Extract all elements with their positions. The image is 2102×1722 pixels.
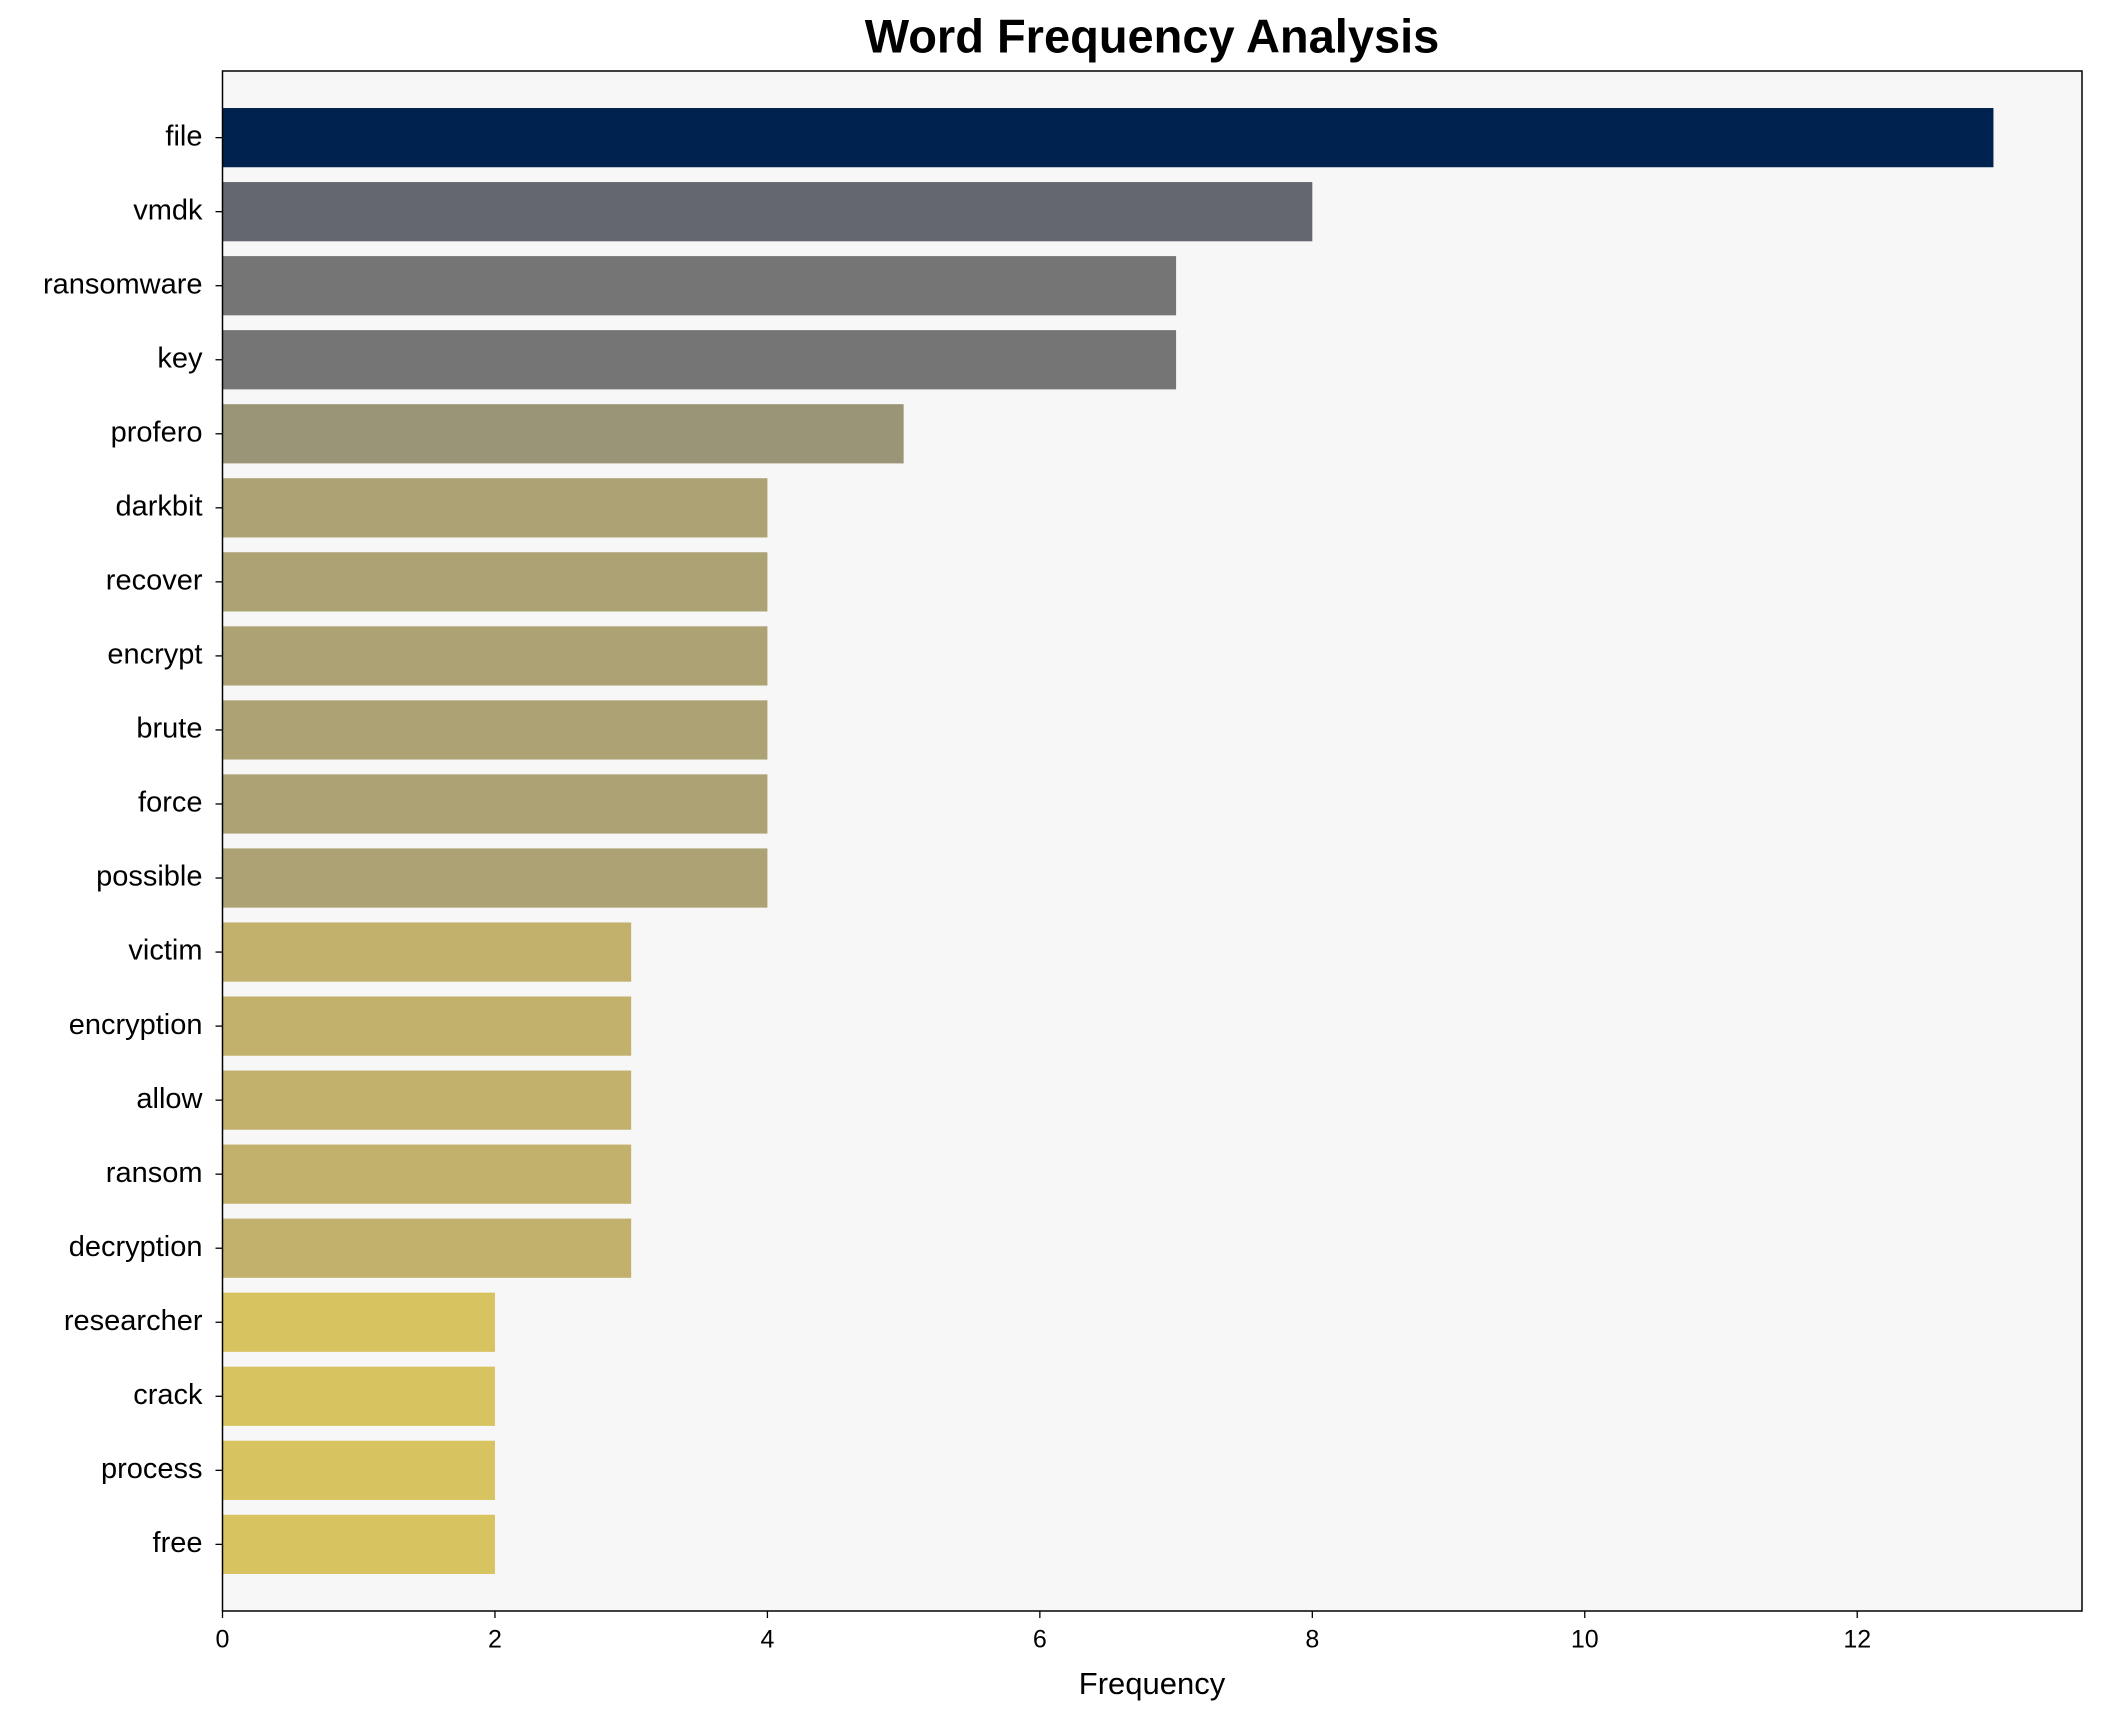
- y-tick-label: victim: [128, 935, 202, 967]
- plot-area: [222, 71, 2082, 1611]
- bar: [222, 700, 768, 760]
- bar: [222, 1292, 495, 1352]
- plot-frame: [221, 70, 2083, 1612]
- x-tick-label: 0: [216, 1626, 230, 1654]
- y-tick-label: vmdk: [133, 194, 203, 226]
- y-tick-label: ransom: [106, 1157, 203, 1189]
- chart-title: Word Frequency Analysis: [865, 9, 1440, 62]
- bar: [222, 1070, 632, 1130]
- y-tick-label: key: [157, 342, 203, 374]
- x-tick-label: 10: [1571, 1626, 1599, 1654]
- y-tick-label: brute: [136, 713, 202, 745]
- y-tick-label: encryption: [69, 1009, 203, 1041]
- bar: [222, 1366, 495, 1426]
- bar: [222, 404, 904, 464]
- bar: [222, 922, 632, 982]
- x-axis-label: Frequency: [1079, 1666, 1226, 1701]
- bar: [222, 1440, 495, 1500]
- y-tick-label: allow: [136, 1083, 203, 1115]
- x-tick-label: 8: [1305, 1626, 1319, 1654]
- y-tick-label: encrypt: [107, 639, 202, 671]
- bar: [222, 626, 768, 686]
- x-tick-label: 6: [1033, 1626, 1047, 1654]
- y-tick-label: free: [153, 1527, 203, 1559]
- bar: [222, 774, 768, 834]
- bar: [222, 848, 768, 908]
- y-tick-label: ransomware: [43, 268, 203, 300]
- x-tick-label: 2: [488, 1626, 502, 1654]
- bar: [222, 1514, 495, 1574]
- y-tick-label: darkbit: [115, 490, 202, 522]
- y-tick-label: decryption: [69, 1231, 203, 1263]
- y-tick-label: file: [165, 120, 202, 152]
- x-tick-label: 12: [1843, 1626, 1871, 1654]
- y-tick-label: process: [101, 1453, 203, 1485]
- bar: [222, 1218, 632, 1278]
- bar: [222, 552, 768, 612]
- bar: [222, 996, 632, 1056]
- bar: [222, 478, 768, 538]
- x-tick-label: 4: [760, 1626, 774, 1654]
- y-tick-label: profero: [111, 416, 203, 448]
- bar: [222, 1144, 632, 1204]
- y-tick-label: possible: [96, 861, 202, 893]
- y-tick-label: force: [138, 787, 202, 819]
- bar: [222, 108, 1994, 168]
- bar: [222, 256, 1177, 316]
- y-tick-label: researcher: [64, 1305, 203, 1337]
- bar: [222, 182, 1313, 242]
- y-tick-label: crack: [133, 1379, 203, 1411]
- bar: [222, 330, 1177, 390]
- y-tick-label: recover: [106, 565, 203, 597]
